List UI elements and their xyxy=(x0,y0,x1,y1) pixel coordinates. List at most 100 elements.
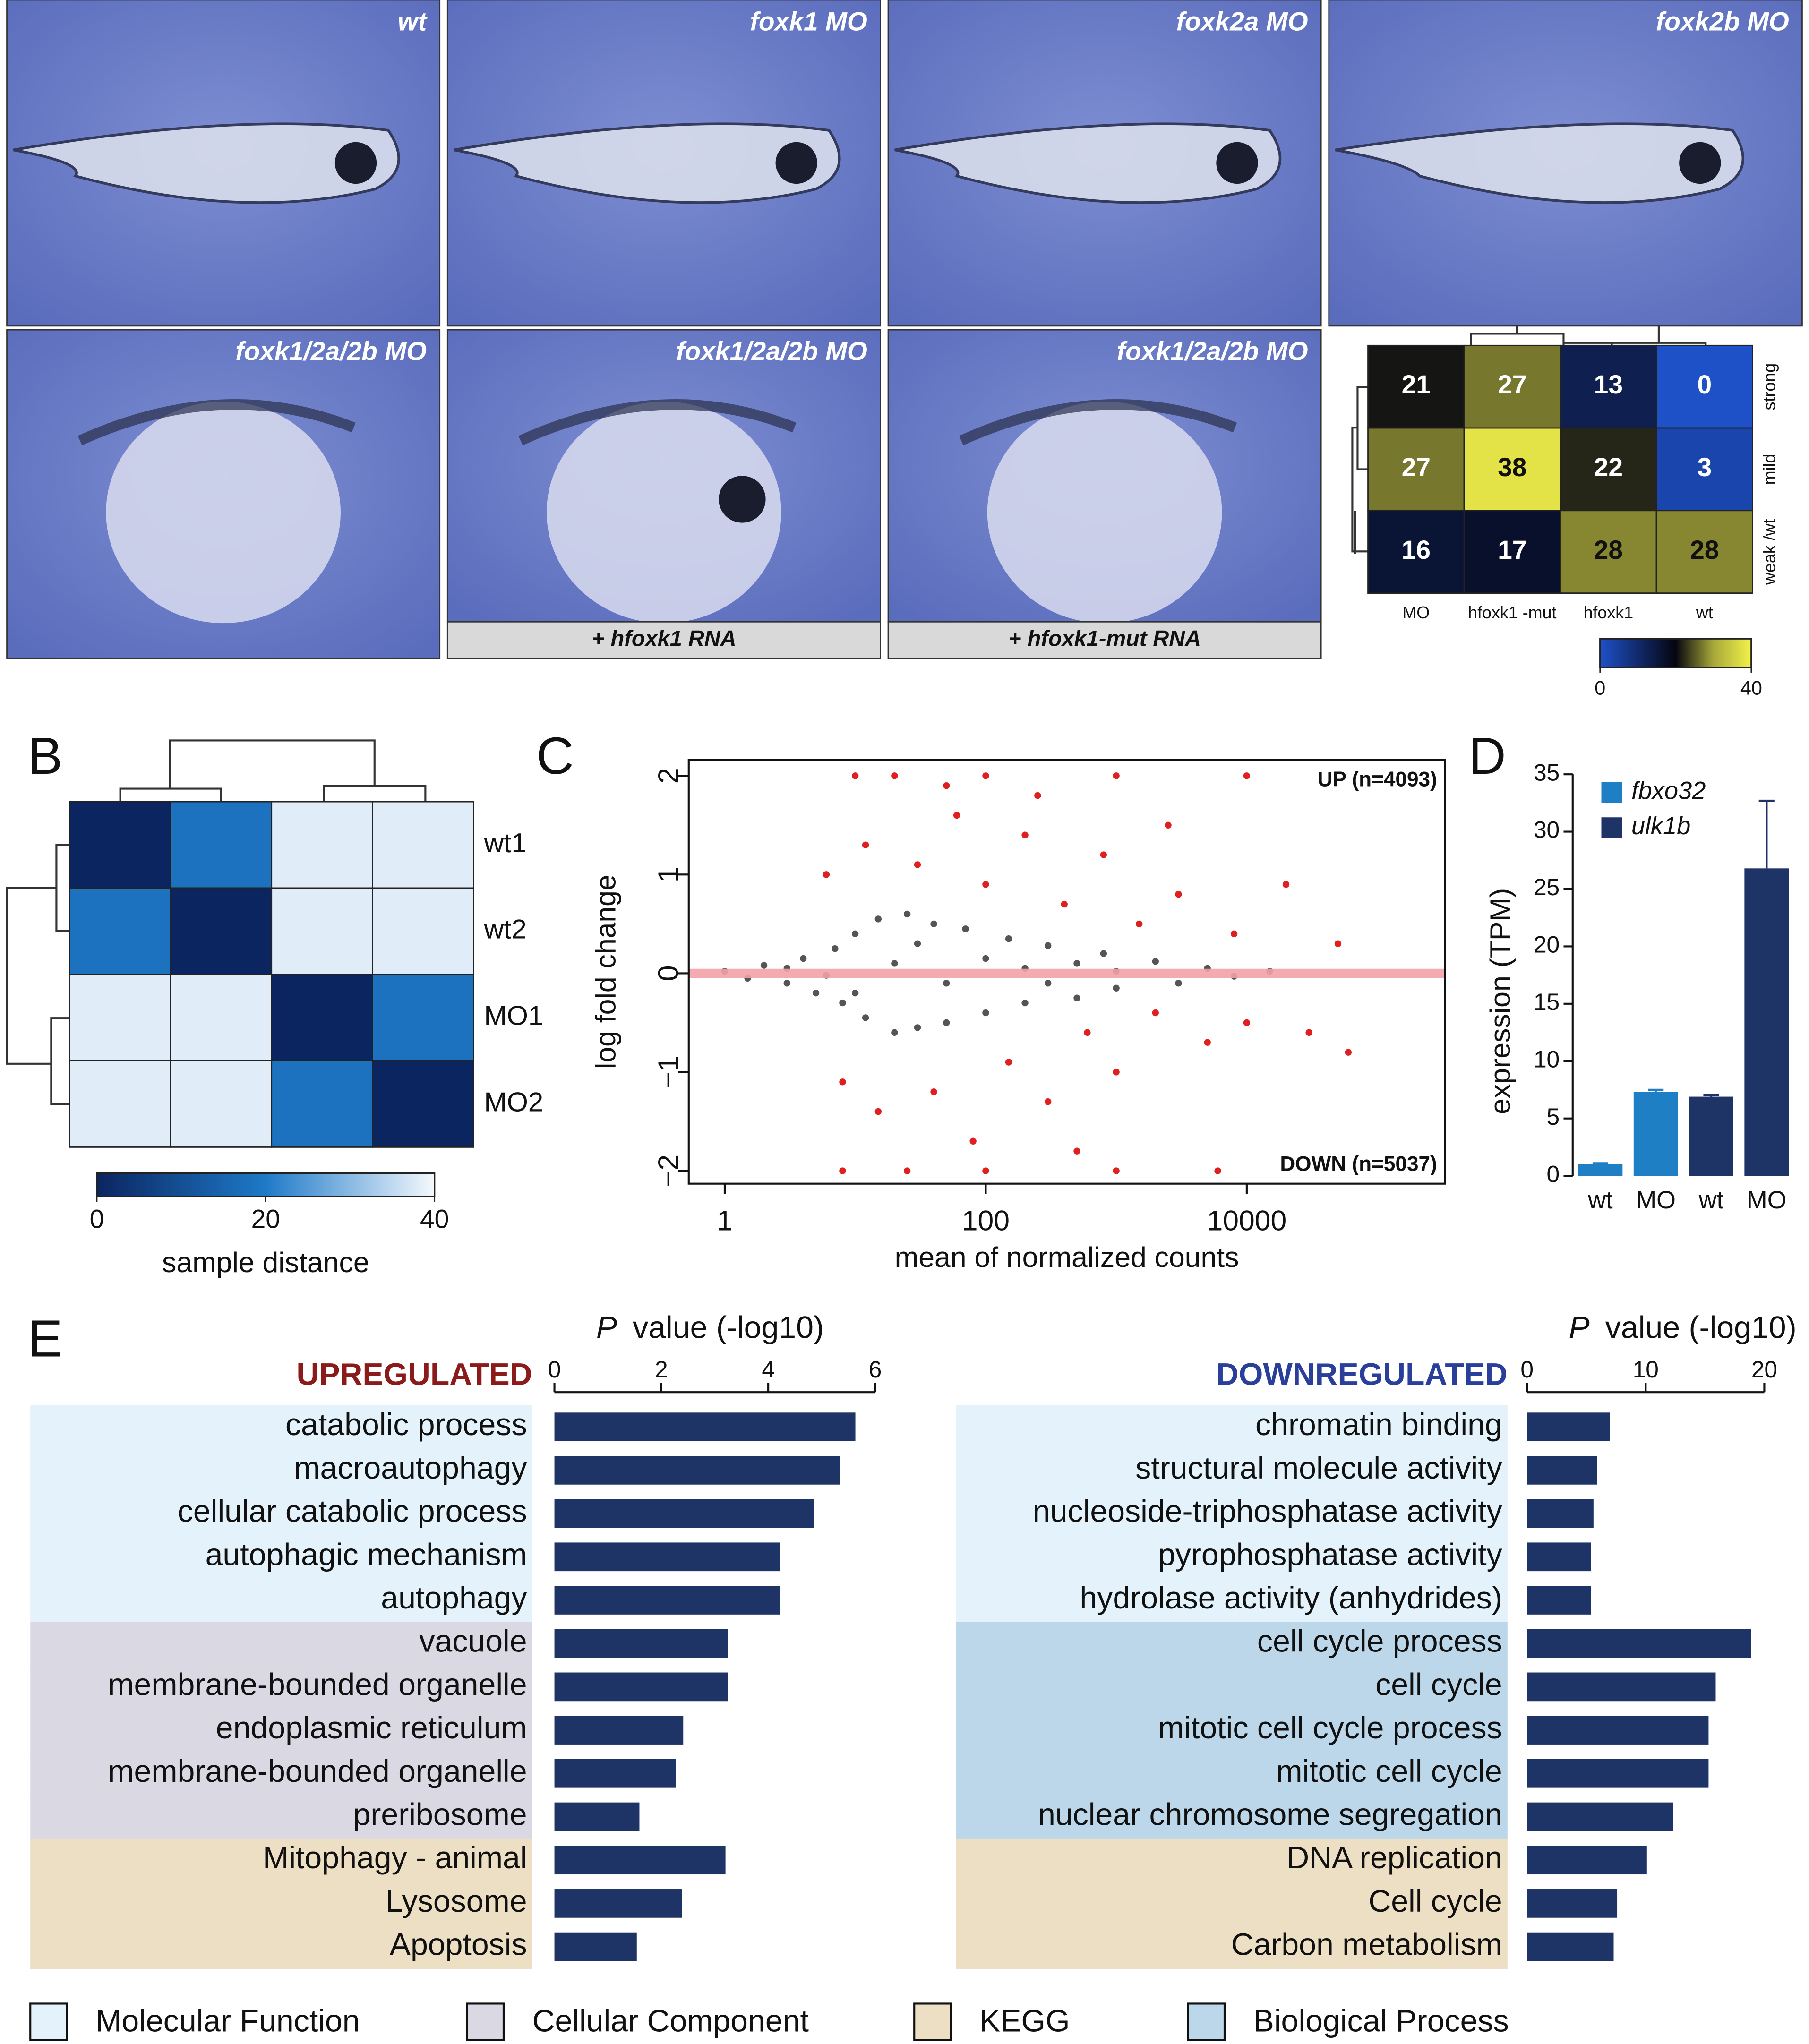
bar xyxy=(1527,1412,1610,1442)
point xyxy=(982,881,989,888)
point xyxy=(760,962,768,969)
point xyxy=(903,1167,911,1174)
heat-cell xyxy=(1463,510,1561,594)
cell-label: 16 xyxy=(1402,535,1431,564)
row-band xyxy=(956,1752,1508,1796)
category-label: cell cycle xyxy=(1375,1667,1502,1702)
legend-swatch xyxy=(29,2002,68,2041)
category-label: vacuole xyxy=(419,1624,527,1659)
error-bar xyxy=(1758,799,1775,869)
row-band xyxy=(956,1665,1508,1710)
x-axis-label: value (-log10) xyxy=(1605,1310,1797,1345)
category-label: hydrolase activity (anhydrides) xyxy=(1080,1581,1502,1616)
heat-cell xyxy=(69,801,171,889)
point xyxy=(1021,831,1029,838)
photo-label: foxk1/2a/2b MO xyxy=(1117,336,1308,366)
point xyxy=(852,930,859,937)
category-label: cellular catabolic process xyxy=(178,1494,527,1529)
x-tick-label: 1 xyxy=(717,1205,733,1237)
row-band xyxy=(30,1838,532,1882)
category-label: macroautophagy xyxy=(294,1451,527,1486)
category-label: pyrophosphatase activity xyxy=(1158,1537,1502,1572)
x-tick-label: 0 xyxy=(1520,1356,1534,1383)
point xyxy=(953,812,960,819)
heat-cell xyxy=(271,1060,373,1148)
row-band xyxy=(30,1535,532,1580)
category-label: autophagy xyxy=(381,1581,527,1616)
point xyxy=(852,990,859,997)
point xyxy=(862,1014,869,1021)
cell-label: 28 xyxy=(1690,535,1719,564)
y-tick-label: 0 xyxy=(652,966,684,982)
embryo xyxy=(894,122,1282,204)
row-label: wt2 xyxy=(484,915,527,945)
bar xyxy=(1527,1499,1594,1528)
panel-label: D xyxy=(1468,727,1506,785)
x-tick-label: 20 xyxy=(1751,1356,1777,1383)
point xyxy=(1243,772,1251,779)
point xyxy=(1084,1029,1091,1036)
point xyxy=(1005,935,1012,942)
colorbar xyxy=(1599,638,1752,668)
error-bar xyxy=(1703,1094,1719,1097)
point xyxy=(823,871,830,878)
category-label: structural molecule activity xyxy=(1135,1451,1502,1486)
heat-cell xyxy=(271,974,373,1061)
heat-cell xyxy=(170,801,273,889)
category-label: membrane-bounded organelle xyxy=(108,1754,527,1789)
point xyxy=(982,1009,989,1017)
embryo xyxy=(454,122,841,204)
panel-label: B xyxy=(28,727,63,785)
point xyxy=(1034,792,1041,799)
row-label: weak /wt xyxy=(1760,519,1779,585)
point xyxy=(1073,994,1080,1001)
row-band xyxy=(30,1795,532,1839)
point xyxy=(1113,984,1120,992)
row-band xyxy=(30,1752,532,1796)
cell-label: 0 xyxy=(1697,370,1712,399)
colorbar-tick-label: 40 xyxy=(1740,677,1762,699)
category-label: nuclear chromosome segregation xyxy=(1038,1797,1502,1832)
point xyxy=(982,772,989,779)
cell-label: 27 xyxy=(1498,370,1526,399)
bar xyxy=(554,1412,856,1442)
row-band xyxy=(30,1622,532,1666)
photo-label: foxk1 MO xyxy=(750,7,867,36)
point xyxy=(982,955,989,962)
legend-label: fbxo32 xyxy=(1631,778,1706,805)
point xyxy=(903,910,911,918)
bar xyxy=(554,1499,814,1528)
embryo-eye xyxy=(775,142,817,184)
point xyxy=(852,772,859,779)
bar xyxy=(1527,1716,1709,1745)
row-band xyxy=(30,1708,532,1753)
photo-label: foxk1/2a/2b MO xyxy=(676,336,867,366)
point xyxy=(1045,1098,1052,1105)
row-band xyxy=(30,1578,532,1623)
cell-label: 27 xyxy=(1402,453,1431,482)
point xyxy=(914,940,921,947)
bar xyxy=(554,1802,640,1831)
bar xyxy=(1527,1802,1673,1831)
heat-cell xyxy=(69,974,171,1061)
row-band xyxy=(956,1795,1508,1839)
heat-cell xyxy=(69,1060,171,1148)
embryo xyxy=(13,122,400,204)
plot-frame xyxy=(687,759,1446,1185)
colorbar-tick-label: 40 xyxy=(420,1204,449,1233)
bar xyxy=(554,1629,728,1658)
bar xyxy=(1527,1586,1591,1615)
point xyxy=(1100,851,1107,858)
row-band xyxy=(30,1405,532,1449)
point xyxy=(812,990,820,997)
heat-cell xyxy=(1655,510,1753,594)
row-band xyxy=(30,1882,532,1926)
point xyxy=(1061,900,1068,908)
heat-cell xyxy=(1463,427,1561,512)
legend-label: KEGG xyxy=(979,2003,1070,2038)
photo-label: wt xyxy=(398,7,428,36)
panel-label: C xyxy=(536,727,574,785)
heat-cell xyxy=(372,1060,474,1148)
bar xyxy=(554,1932,637,1961)
x-tick-label: wt xyxy=(1698,1187,1724,1214)
